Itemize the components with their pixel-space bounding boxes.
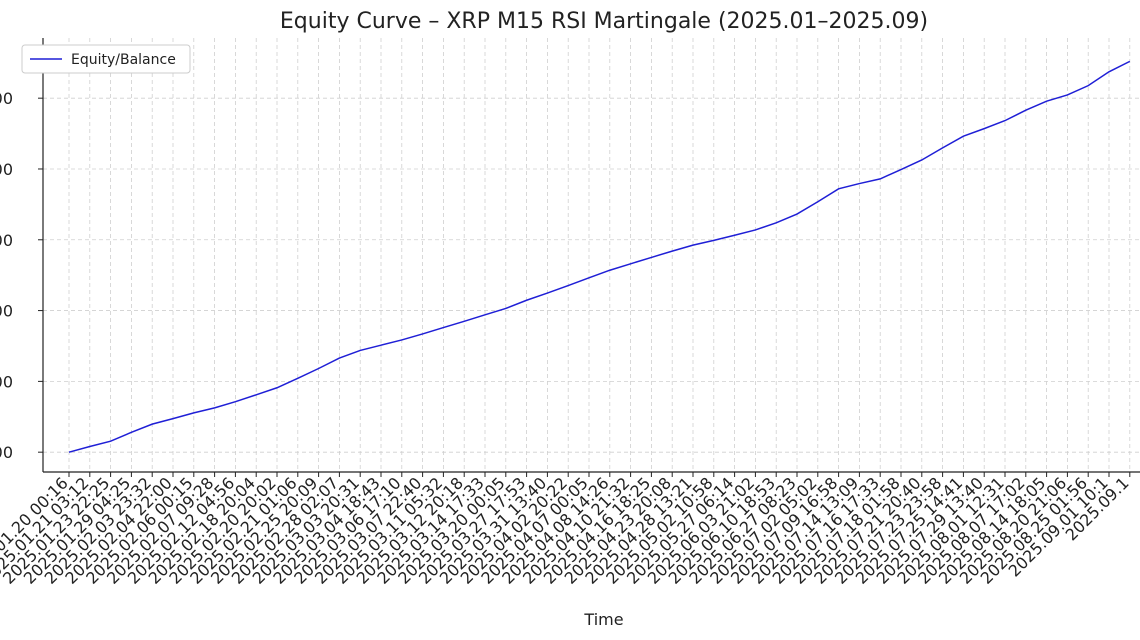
chart-title: Equity Curve – XRP M15 RSI Martingale (2… (280, 9, 928, 34)
y-tick-label: 50000 (0, 160, 13, 179)
y-tick-label: 40000 (0, 231, 13, 250)
y-tick-label: 30000 (0, 302, 13, 321)
legend-box (21, 44, 191, 74)
legend: Equity/Balance (21, 44, 191, 74)
y-tick-label: 20000 (0, 372, 13, 391)
y-tick-label: 60000 (0, 89, 13, 108)
legend-label: Equity/Balance (71, 52, 176, 68)
y-tick-label: 10000 (0, 443, 13, 462)
equity-line (68, 60, 1131, 453)
x-axis-label: Time (583, 610, 623, 629)
